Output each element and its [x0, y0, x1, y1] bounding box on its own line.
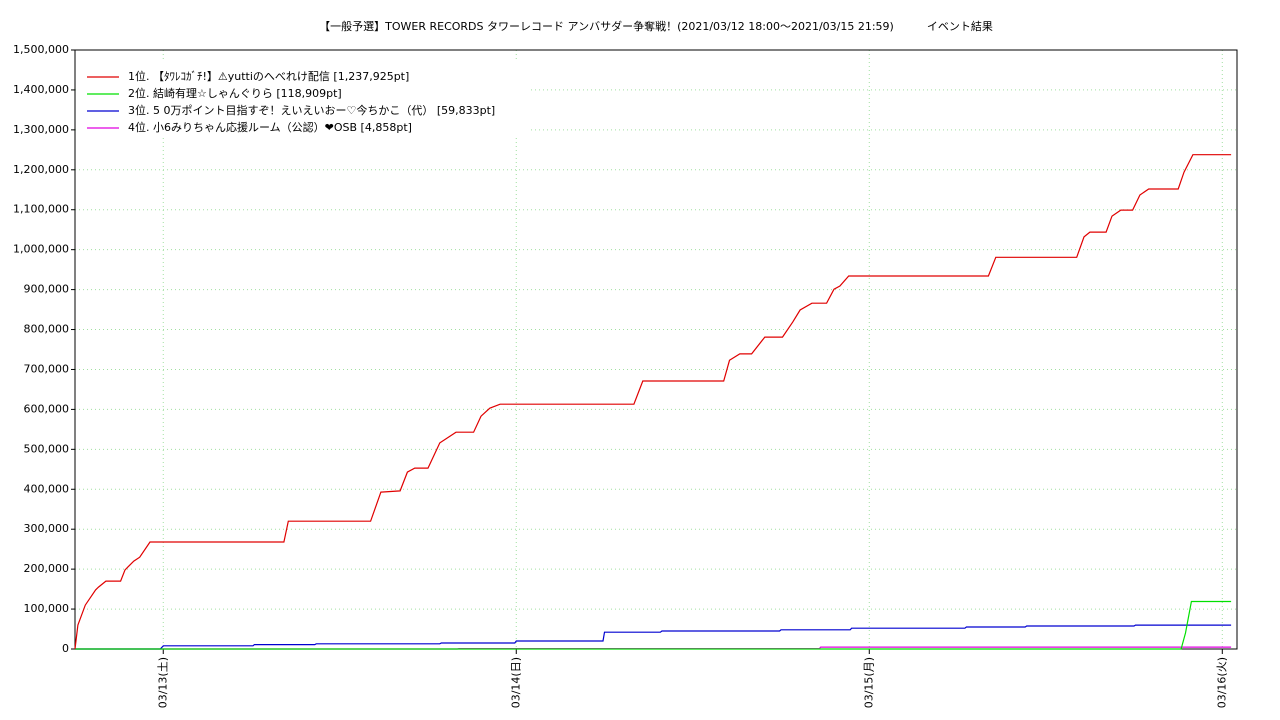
y-tick-label: 900,000 [24, 283, 70, 296]
y-tick-label: 600,000 [24, 402, 70, 415]
y-tick-label: 200,000 [24, 562, 70, 575]
y-tick-label: 300,000 [24, 522, 70, 535]
x-tick-label: 03/13(土) [156, 657, 169, 708]
y-tick-label: 1,000,000 [13, 243, 69, 256]
y-tick-label: 800,000 [24, 323, 70, 336]
legend-label: 2位. 結崎有理☆しゃんぐりら [118,909pt] [128, 86, 342, 100]
x-tick-label: 03/15(月) [862, 657, 875, 708]
legend-label: 1位. 【ﾀﾜﾚｺｶﾞﾁ!】⚠yuttiのへべれけ配信 [1,237,925pt… [128, 69, 409, 83]
y-tick-label: 0 [62, 642, 69, 655]
y-tick-label: 1,200,000 [13, 163, 69, 176]
y-tick-label: 1,100,000 [13, 203, 69, 216]
series-line [74, 154, 1232, 650]
legend: 1位. 【ﾀﾜﾚｺｶﾞﾁ!】⚠yuttiのへべれけ配信 [1,237,925pt… [79, 60, 529, 138]
legend-label: 4位. 小6みりちゃん応援ルーム（公認）❤OSB [4,858pt] [128, 120, 412, 134]
series-line [75, 600, 1232, 650]
y-tick-label: 700,000 [24, 362, 70, 375]
y-tick-label: 400,000 [24, 482, 70, 495]
y-tick-label: 100,000 [24, 602, 70, 615]
y-tick-label: 1,500,000 [13, 43, 69, 56]
x-tick-label: 03/16(火) [1215, 657, 1228, 708]
y-tick-label: 1,300,000 [13, 123, 69, 136]
plot-frame [74, 49, 1238, 650]
legend-label: 3位. 5 0万ポイント目指すぞ！えいえいおー♡今ちかこ（代） [59,833p… [128, 103, 495, 117]
legend-box [79, 60, 529, 138]
y-tick-label: 1,400,000 [13, 83, 69, 96]
x-tick-label: 03/14(日) [509, 657, 522, 708]
series-line [75, 624, 1232, 650]
y-tick-label: 500,000 [24, 442, 70, 455]
chart-title: 【一般予選】TOWER RECORDS タワーレコード アンバサダー争奪戦！(2… [319, 19, 993, 33]
